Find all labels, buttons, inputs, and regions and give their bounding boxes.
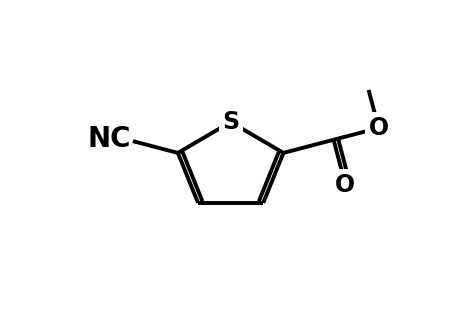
Text: S: S — [222, 110, 239, 134]
Text: O: O — [368, 116, 388, 140]
Text: NC: NC — [88, 125, 131, 153]
Text: O: O — [335, 173, 355, 197]
